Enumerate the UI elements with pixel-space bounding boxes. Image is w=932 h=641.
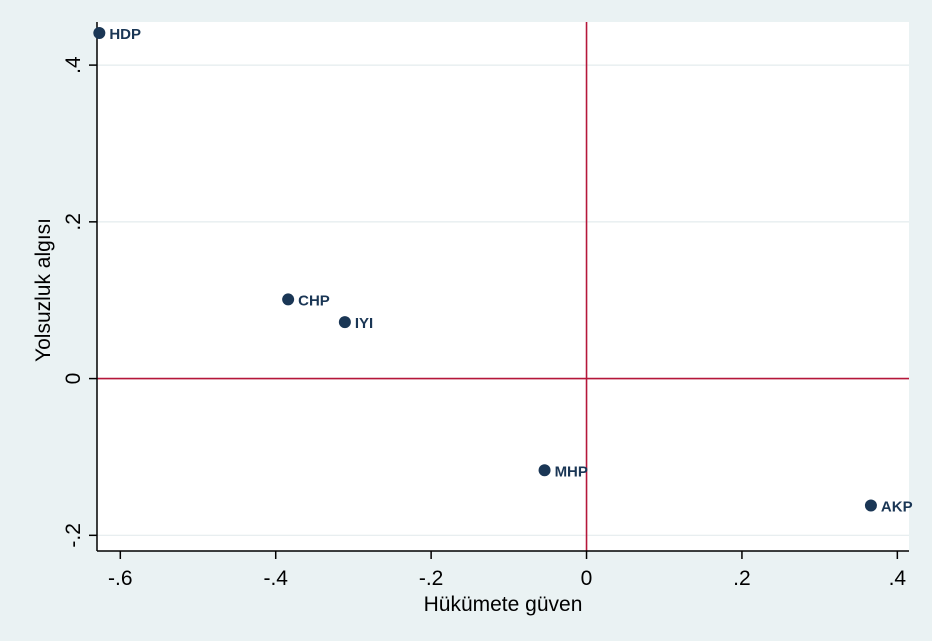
reference-lines xyxy=(97,22,909,551)
x-tick-label: 0 xyxy=(581,567,593,590)
data-point-marker xyxy=(282,293,295,306)
data-points: HDP CHP IYI MHP AKP xyxy=(93,26,913,516)
data-point-marker xyxy=(538,464,551,477)
data-point-label: MHP xyxy=(555,463,588,480)
data-point-marker xyxy=(338,316,351,329)
axes xyxy=(96,22,909,552)
x-tick-label: .2 xyxy=(733,567,751,590)
data-point-label: AKP xyxy=(881,499,913,516)
y-tick-label: .4 xyxy=(62,56,85,74)
x-tick-label: -.4 xyxy=(263,567,288,590)
data-point-label: HDP xyxy=(109,26,141,43)
x-tick-label: -.6 xyxy=(108,567,133,590)
x-axis-title: Hükümete güven xyxy=(424,593,583,616)
plot-area xyxy=(97,22,909,551)
ticks: -.2 0 .2 .4 -.6 -.4 -.2 0 .2 .4 xyxy=(62,56,906,590)
y-tick-label: -.2 xyxy=(62,523,85,548)
data-point-label: CHP xyxy=(298,292,330,309)
y-axis-title: Yolsuzluk algısı xyxy=(32,218,55,362)
data-point-marker xyxy=(864,499,877,512)
x-tick-label: .4 xyxy=(889,567,907,590)
x-tick-label: -.2 xyxy=(419,567,444,590)
y-tick-label: 0 xyxy=(62,373,85,385)
data-point-marker xyxy=(93,26,106,39)
data-point-label: IYI xyxy=(355,315,373,332)
y-tick-label: .2 xyxy=(62,213,85,231)
